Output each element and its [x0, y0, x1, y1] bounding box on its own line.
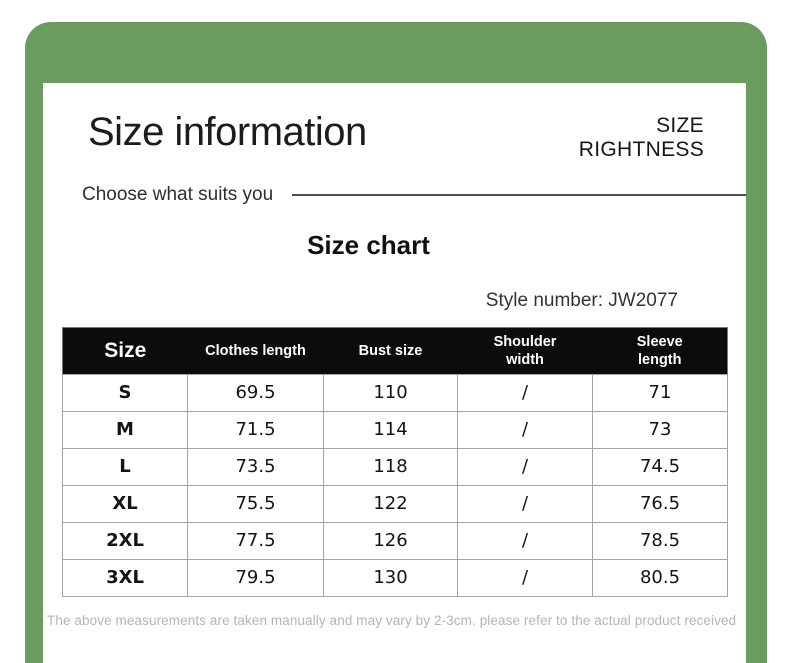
- table-row-l: L 73.5 118 / 74.5: [62, 447, 728, 486]
- cell-shoulder-width: /: [457, 484, 593, 523]
- cell-sleeve-length: 76.5: [592, 484, 728, 523]
- cell-clothes-length: 71.5: [187, 410, 324, 449]
- table-row-2xl: 2XL 77.5 126 / 78.5: [62, 521, 728, 560]
- cell-sleeve-length: 80.5: [592, 558, 728, 597]
- col-header-shoulder-width: Shoulder width: [457, 327, 593, 375]
- cell-shoulder-width: /: [457, 447, 593, 486]
- cell-shoulder-width: /: [457, 373, 593, 412]
- cell-bust-size: 114: [323, 410, 458, 449]
- cell-sleeve-length: 71: [592, 373, 728, 412]
- cell-sleeve-length: 73: [592, 410, 728, 449]
- col-header-size: Size: [62, 327, 188, 375]
- cell-clothes-length: 77.5: [187, 521, 324, 560]
- divider-line: [292, 193, 746, 196]
- cell-clothes-length: 75.5: [187, 484, 324, 523]
- cell-bust-size: 122: [323, 484, 458, 523]
- cell-clothes-length: 79.5: [187, 558, 324, 597]
- cell-shoulder-width: /: [457, 521, 593, 560]
- header-row: Size Clothes length Bust size Shoulder w…: [62, 327, 728, 375]
- size-chart-heading: Size chart: [307, 229, 430, 260]
- green-panel: Size information SIZE RIGHTNESS Choose w…: [25, 22, 767, 663]
- badge-line-1: SIZE: [656, 114, 704, 137]
- badge-line-2: RIGHTNESS: [578, 137, 704, 161]
- col-header-sleeve-length: Sleeve length: [592, 327, 728, 375]
- cell-sleeve-length: 78.5: [592, 521, 728, 560]
- table-row-s: S 69.5 110 / 71: [62, 373, 728, 412]
- card-header: Size information SIZE RIGHTNESS: [43, 83, 746, 162]
- measurement-note: The above measurements are taken manuall…: [47, 612, 737, 628]
- cell-shoulder-width: /: [457, 558, 593, 597]
- cell-size: 3XL: [62, 558, 188, 597]
- cell-size: M: [62, 410, 188, 449]
- cell-clothes-length: 73.5: [187, 447, 324, 486]
- style-number: Style number: JW2077: [485, 289, 678, 311]
- size-info-card: Size information SIZE RIGHTNESS Choose w…: [43, 83, 746, 663]
- table-row-xl: XL 75.5 122 / 76.5: [62, 484, 728, 523]
- size-table-body: S 69.5 110 / 71 M 71.5 114 / 73 L 73.5 1…: [62, 373, 728, 597]
- cell-size: 2XL: [62, 521, 188, 560]
- col-header-clothes-length: Clothes length: [187, 327, 324, 375]
- cell-clothes-length: 69.5: [187, 373, 324, 412]
- cell-bust-size: 110: [323, 373, 458, 412]
- table-row-m: M 71.5 114 / 73: [62, 410, 728, 449]
- cell-size: S: [62, 373, 188, 412]
- cell-bust-size: 130: [323, 558, 458, 597]
- cell-bust-size: 126: [323, 521, 458, 560]
- cell-shoulder-width: /: [457, 410, 593, 449]
- cell-size: XL: [62, 484, 188, 523]
- size-table-header: Size Clothes length Bust size Shoulder w…: [62, 327, 728, 375]
- size-rightness-badge: SIZE RIGHTNESS: [579, 109, 704, 162]
- subtitle-row: Choose what suits you: [82, 184, 746, 206]
- col-header-bust-size: Bust size: [323, 327, 458, 375]
- subtitle-text: Choose what suits you: [82, 183, 274, 205]
- cell-bust-size: 118: [323, 447, 458, 486]
- cell-sleeve-length: 74.5: [592, 447, 728, 486]
- table-row-3xl: 3XL 79.5 130 / 80.5: [62, 558, 728, 597]
- page-title: Size information: [88, 110, 367, 154]
- cell-size: L: [62, 447, 188, 486]
- size-table: Size Clothes length Bust size Shoulder w…: [62, 326, 728, 597]
